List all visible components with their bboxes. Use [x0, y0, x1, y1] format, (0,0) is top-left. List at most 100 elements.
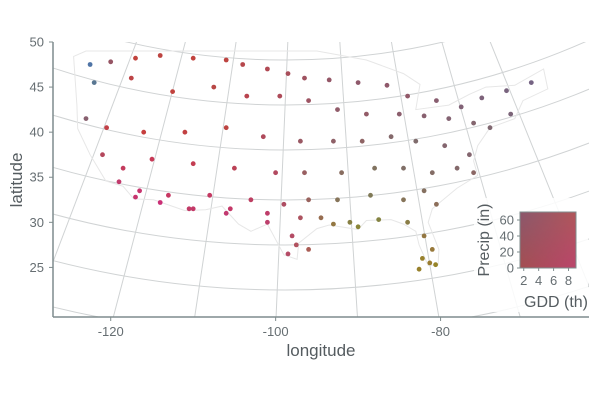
data-point: [87, 62, 93, 67]
data-point: [223, 57, 229, 63]
data-point: [331, 138, 336, 144]
legend-x-tick-label: 8: [565, 273, 572, 288]
data-point: [384, 82, 390, 88]
data-point: [413, 138, 419, 144]
data-point: [227, 206, 233, 212]
x-axis-title: longitude: [286, 341, 355, 360]
data-point: [289, 233, 295, 239]
data-point: [504, 88, 509, 94]
data-point: [355, 80, 361, 85]
data-point: [401, 197, 406, 203]
data-point: [91, 80, 97, 85]
y-tick-label: 30: [30, 215, 44, 230]
legend-y-tick-label: 40: [500, 229, 514, 244]
data-point: [405, 93, 410, 99]
data-point: [260, 134, 266, 140]
y-tick-label: 45: [30, 80, 44, 95]
data-point: [248, 197, 254, 203]
legend-y-title: Precip (in): [476, 204, 493, 277]
legend-y-tick-label: 0: [507, 261, 514, 276]
data-point: [137, 188, 143, 194]
data-point: [306, 98, 311, 103]
y-tick-label: 40: [30, 125, 44, 140]
graticule-meridian-0: [53, 42, 138, 264]
data-point: [133, 194, 138, 200]
data-point: [104, 125, 109, 131]
data-point: [232, 165, 237, 171]
graticule-latitude-1: [125, 42, 445, 61]
legend-x-tick-label: 6: [550, 273, 557, 288]
data-point: [186, 206, 192, 212]
legend-y-tick-label: 60: [500, 213, 514, 228]
legend-color-square: [519, 211, 577, 269]
data-point: [446, 116, 452, 121]
graticule-latitude-5: [53, 190, 589, 246]
data-point: [83, 116, 89, 121]
y-axis-title: latitude: [7, 153, 26, 208]
data-point: [401, 165, 406, 171]
data-point: [433, 262, 438, 268]
data-point: [108, 59, 114, 65]
y-tick-label: 35: [30, 170, 44, 185]
data-point: [416, 266, 422, 272]
graticule-meridian-4: [339, 42, 358, 317]
graticule-latitude-4: [53, 142, 589, 201]
legend-x-tick-label: 4: [535, 273, 542, 288]
data-point: [372, 165, 377, 171]
legend-x-title: GDD (th): [524, 294, 588, 311]
data-point: [223, 210, 229, 216]
data-point: [116, 179, 122, 185]
y-axis-ticks: 25 30 35 40 45 50: [30, 35, 53, 275]
legend-y-tick-label: 20: [500, 245, 514, 260]
data-point: [170, 89, 176, 94]
legend-x-tick-label: 2: [520, 273, 527, 288]
data-point: [421, 113, 427, 119]
data-point: [141, 129, 147, 135]
data-point: [479, 95, 485, 101]
data-point: [405, 219, 410, 225]
data-point: [458, 104, 464, 110]
data-point: [182, 129, 188, 135]
data-point: [302, 75, 307, 81]
graticule-meridian-5: [390, 42, 440, 317]
data-point: [166, 192, 171, 198]
data-point: [429, 247, 435, 252]
data-point: [306, 197, 311, 203]
data-point: [528, 80, 534, 85]
data-point: [364, 111, 369, 117]
data-point: [190, 161, 196, 167]
station-points: [83, 53, 534, 272]
data-point: [421, 233, 427, 239]
data-point: [190, 206, 196, 212]
data-point: [420, 256, 425, 261]
data-point: [335, 107, 340, 112]
data-point: [434, 201, 439, 207]
data-point: [508, 111, 514, 117]
data-point: [471, 170, 476, 176]
data-point: [396, 111, 402, 117]
data-point: [285, 71, 291, 76]
y-tick-label: 50: [30, 35, 44, 50]
data-point: [133, 55, 138, 61]
graticule-latitude-0: [0, 0, 600, 20]
data-point: [149, 156, 155, 162]
data-point: [487, 125, 493, 131]
data-point: [285, 251, 291, 257]
data-point: [157, 200, 163, 205]
graticule-grid: [0, 0, 600, 317]
data-point: [442, 143, 448, 149]
data-point: [211, 84, 217, 90]
data-point: [359, 138, 365, 144]
data-point: [244, 93, 250, 99]
data-point: [335, 197, 340, 203]
data-point: [265, 66, 270, 72]
data-point: [207, 192, 213, 198]
data-point: [223, 125, 229, 131]
x-tick-label: -100: [263, 324, 289, 339]
data-point: [302, 170, 307, 176]
data-point: [355, 224, 361, 230]
data-point: [277, 93, 283, 99]
